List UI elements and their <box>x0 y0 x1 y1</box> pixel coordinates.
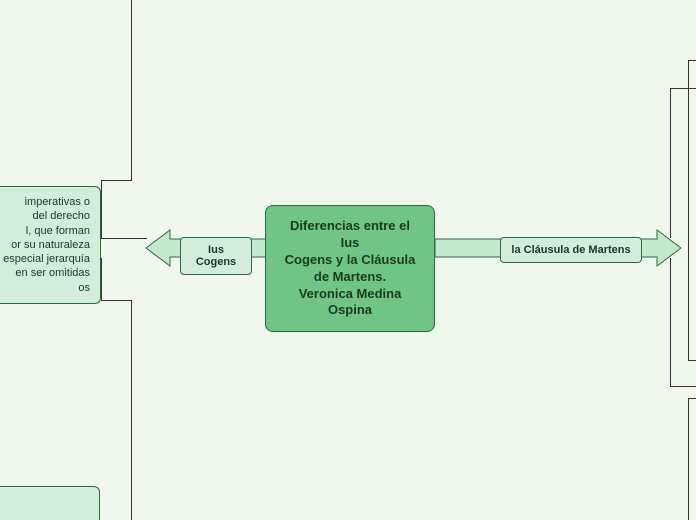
line-right-bot-v <box>670 258 671 386</box>
right-box1-left <box>688 60 689 360</box>
center-node[interactable]: Diferencias entre el Ius Cogens y la Clá… <box>265 205 435 332</box>
line-bot-join-up <box>101 258 102 300</box>
left-partial-l1: imperativas o <box>25 196 90 208</box>
line-right-top-v <box>670 88 671 238</box>
right-label-node[interactable]: la Cláusula de Martens <box>500 237 642 263</box>
center-l2: Cogens y la Cláusula <box>285 252 416 267</box>
center-l3: de Martens. <box>314 269 386 284</box>
left-label-text: Ius Cogens <box>196 244 236 268</box>
right-box2-top <box>688 398 696 399</box>
center-l4: Veronica Medina <box>299 286 402 301</box>
left-label-node[interactable]: Ius Cogens <box>180 237 252 275</box>
line-bot-join <box>101 300 132 301</box>
left-partial-l3: l, que forman <box>26 225 90 237</box>
center-l5: Ospina <box>328 302 372 317</box>
line-top-join-down <box>101 180 102 238</box>
line-bot-v <box>131 300 132 520</box>
left-partial-l5: especial jerarquía <box>3 253 90 265</box>
line-right-top-h <box>670 88 696 89</box>
right-box1-bot <box>688 360 696 361</box>
left-partial-node: imperativas o del derecho l, que forman … <box>0 186 101 304</box>
left-partial-l7: os <box>78 282 90 294</box>
right-box2-left <box>688 398 689 520</box>
line-right-bot-h <box>670 386 696 387</box>
line-top-join <box>101 180 132 181</box>
right-box1-top <box>688 60 696 61</box>
left-partial-l2: del derecho <box>33 210 91 222</box>
center-l1: Diferencias entre el Ius <box>290 218 410 250</box>
left-partial-l4: or su naturaleza <box>11 239 90 251</box>
left-partial-l6: en ser omitidas <box>15 267 90 279</box>
right-label-text: la Cláusula de Martens <box>511 244 630 256</box>
line-top-v <box>131 0 132 180</box>
line-left-h <box>101 238 147 239</box>
bottom-left-partial-box <box>0 486 100 520</box>
